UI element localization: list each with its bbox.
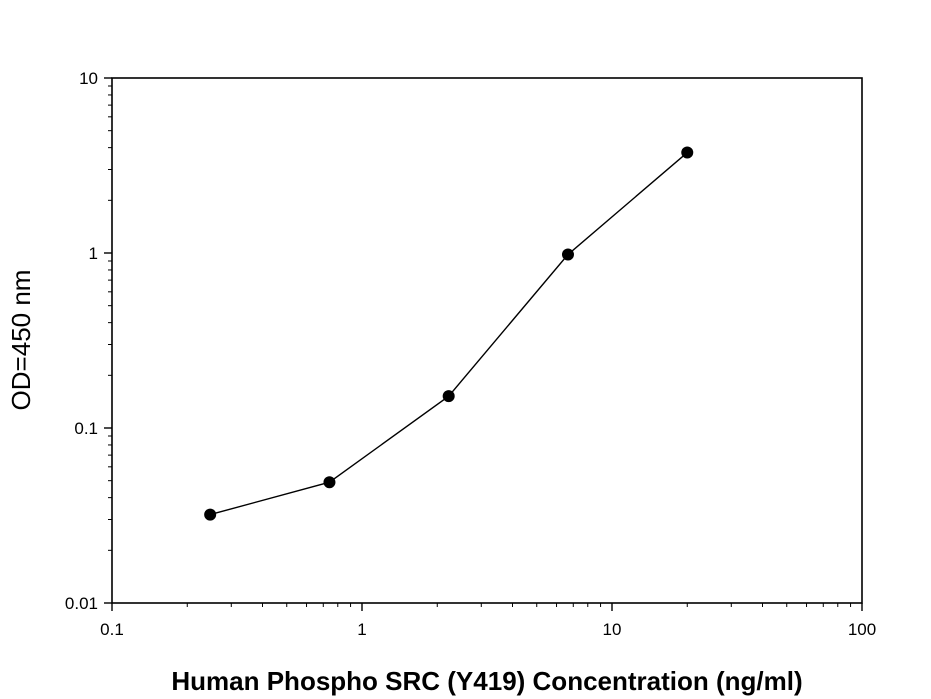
plot-frame: [111, 77, 863, 604]
x-tick-label: 0.1: [100, 620, 124, 639]
data-point: [323, 476, 336, 489]
data-point: [442, 390, 455, 403]
x-axis-title: Human Phospho SRC (Y419) Concentration (…: [171, 666, 802, 696]
x-tick-label: 10: [603, 620, 622, 639]
x-axis-ticks: 0.1 1 10 100: [100, 603, 876, 639]
y-tick-label: 0.1: [74, 419, 98, 438]
y-axis-ticks: 0.01 0.1 1 10: [65, 69, 112, 613]
series-layer: [204, 146, 694, 521]
data-point: [204, 508, 217, 521]
x-tick-label: 100: [848, 620, 876, 639]
data-point: [681, 146, 694, 159]
y-tick-label: 10: [79, 69, 98, 88]
y-tick-label: 1: [89, 244, 98, 263]
data-point: [561, 248, 574, 261]
y-axis-title: OD=450 nm: [6, 270, 36, 411]
y-tick-label: 0.01: [65, 594, 98, 613]
series-line: [209, 152, 688, 516]
x-tick-label: 1: [357, 620, 366, 639]
